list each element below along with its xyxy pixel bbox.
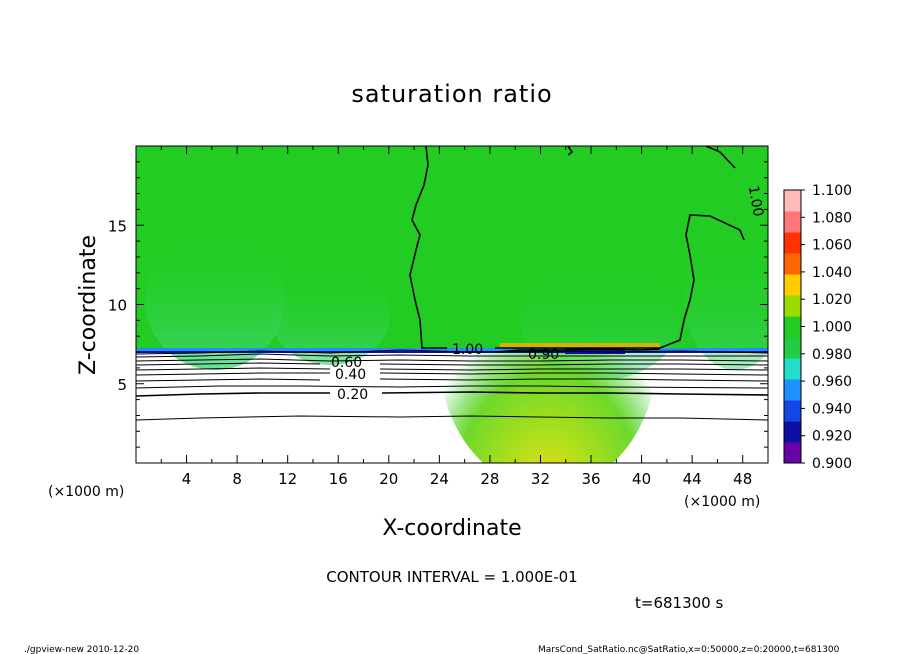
- colorbar-label: 1.000: [812, 320, 852, 336]
- chart-title: saturation ratio: [351, 80, 552, 108]
- contour-label: 0.60: [331, 355, 362, 371]
- x-tick-label: 8: [232, 470, 242, 488]
- layer-edge: [136, 348, 768, 352]
- colorbar-label: 0.900: [812, 456, 852, 472]
- contour-labels: 1.00 1.00 0.90 0.60 0.40 0.20: [331, 184, 766, 403]
- x-tick-label: 20: [379, 470, 398, 488]
- contour-interval: CONTOUR INTERVAL = 1.000E-01: [326, 568, 577, 586]
- contour-label: 1.00: [745, 184, 766, 217]
- x-tick-label: 16: [329, 470, 348, 488]
- colorbar-swatch: [784, 442, 801, 464]
- colorbar-swatch: [784, 337, 801, 359]
- contour-label: 1.00: [452, 342, 483, 358]
- y-tick-label: 10: [108, 297, 127, 315]
- y-axis-label: Z-coordinate: [76, 235, 101, 375]
- colorbar-swatch: [784, 274, 801, 296]
- footer-left: ./gpview-new 2010-12-20: [24, 645, 139, 654]
- colorbar: 0.900 0.920 0.940 0.960 0.980 1.000 1.020 1.040…: [783, 183, 852, 472]
- colorbar-label: 0.940: [812, 401, 852, 417]
- colorbar-label: 0.960: [812, 374, 852, 390]
- x-axis-label: X-coordinate: [382, 516, 521, 541]
- contour-lines: [136, 146, 768, 421]
- colorbar-label: 1.040: [812, 265, 852, 281]
- x-tick-label: 12: [278, 470, 297, 488]
- x-tick-label: 4: [182, 470, 192, 488]
- y-tick-label: 5: [117, 376, 127, 394]
- time-label: t=681300 s: [635, 594, 723, 612]
- x-unit-label: (×1000 m): [48, 484, 124, 500]
- colorbar-swatch: [784, 295, 801, 317]
- colorbar-swatch: [784, 232, 801, 254]
- colorbar-label: 1.100: [812, 183, 852, 199]
- contour-label: 0.40: [335, 367, 366, 383]
- y-tick-label: 15: [108, 217, 127, 235]
- contour-label: 0.90: [528, 347, 559, 363]
- colorbar-swatch: [784, 211, 801, 233]
- colorbar-swatch: [784, 190, 801, 212]
- colorbar-swatch: [784, 379, 801, 401]
- colorbar-label: 1.020: [812, 292, 852, 308]
- x-axis: 4 8 12 16 20 24 28 32 36 40 44 48: [135, 146, 769, 488]
- colorbar-swatch: [784, 316, 801, 338]
- x-tick-label: 24: [430, 470, 449, 488]
- plot-field: [136, 146, 768, 463]
- x-tick-label: 48: [733, 470, 752, 488]
- contour-label: 0.20: [337, 387, 368, 403]
- y-unit-label: (×1000 m): [684, 494, 760, 510]
- x-tick-label: 36: [581, 470, 600, 488]
- footer-right: MarsCond_SatRatio.nc@SatRatio,x=0:50000,…: [538, 645, 840, 654]
- colorbar-swatch: [784, 253, 801, 275]
- colorbar-swatch: [784, 421, 801, 443]
- x-tick-label: 28: [480, 470, 499, 488]
- colorbar-label: 1.080: [812, 210, 852, 226]
- colorbar-swatch: [784, 400, 801, 422]
- y-axis: 5 10 15: [108, 145, 768, 464]
- colorbar-label: 1.060: [812, 238, 852, 254]
- x-tick-label: 40: [632, 470, 651, 488]
- x-tick-label: 44: [683, 470, 702, 488]
- colorbar-label: 0.920: [812, 429, 852, 445]
- warm-plume: [438, 210, 658, 463]
- colorbar-swatch: [784, 358, 801, 380]
- colorbar-label: 0.980: [812, 347, 852, 363]
- x-tick-label: 32: [531, 470, 550, 488]
